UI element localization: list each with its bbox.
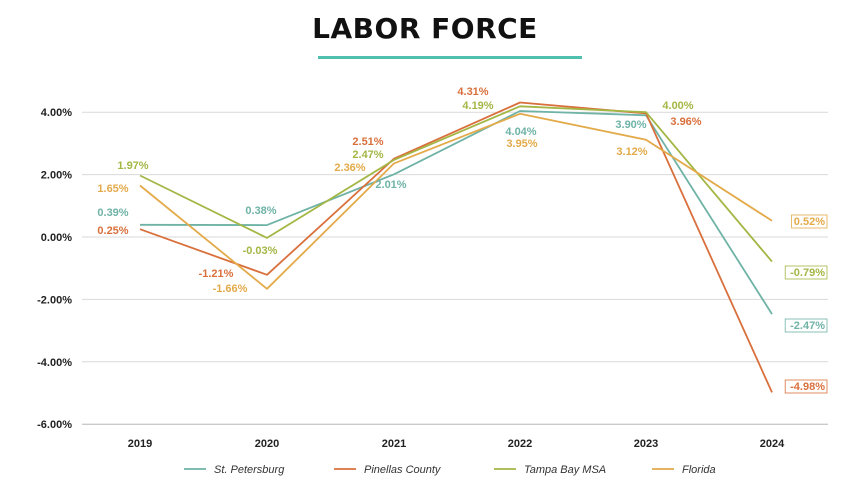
data-label: -0.03%	[243, 245, 278, 257]
series-line-pinellas-county	[139, 101, 773, 393]
data-label: 0.52%	[794, 216, 825, 228]
data-label: -1.66%	[213, 283, 248, 295]
y-tick-label: -2.00%	[37, 294, 72, 306]
data-label: 3.90%	[615, 119, 646, 131]
data-label: 2.36%	[334, 162, 365, 174]
data-label: 3.12%	[616, 146, 647, 158]
y-tick-label: -6.00%	[37, 419, 72, 431]
data-label: 0.39%	[97, 207, 128, 219]
data-label-box	[784, 265, 828, 280]
chart-title: LABOR FORCE	[312, 12, 538, 45]
y-tick-label: 2.00%	[41, 170, 72, 182]
data-label: 1.65%	[97, 183, 128, 195]
legend-label: Pinellas County	[364, 464, 442, 476]
data-label: 0.25%	[97, 225, 128, 237]
data-label: 2.01%	[375, 179, 406, 191]
y-tick-label: 0.00%	[41, 232, 72, 244]
series-line-st-petersburg	[139, 110, 773, 315]
data-label: 4.04%	[505, 126, 536, 138]
data-label: 4.00%	[662, 100, 693, 112]
data-label: -4.98%	[790, 381, 825, 393]
data-label: 2.47%	[352, 149, 383, 161]
data-label-box	[791, 214, 828, 229]
legend-label: Tampa Bay MSA	[524, 464, 606, 476]
legend-label: St. Petersburg	[214, 464, 285, 476]
data-label: 0.38%	[245, 205, 276, 217]
data-label: 4.31%	[457, 86, 488, 98]
data-label: 4.19%	[462, 100, 493, 112]
data-label: -1.21%	[199, 268, 234, 280]
data-label: -0.79%	[790, 267, 825, 279]
data-label: 2.51%	[352, 136, 383, 148]
data-label: 1.97%	[117, 160, 148, 172]
x-tick-label: 2020	[255, 438, 279, 450]
data-label-box	[784, 379, 828, 394]
y-tick-label: -4.00%	[37, 357, 72, 369]
x-tick-label: 2022	[508, 438, 532, 450]
data-label: -2.47%	[790, 320, 825, 332]
data-label: 3.96%	[670, 116, 701, 128]
x-tick-label: 2024	[760, 438, 785, 450]
legend-label: Florida	[682, 464, 716, 476]
data-label-box	[784, 318, 828, 333]
x-tick-label: 2023	[634, 438, 658, 450]
series-line-florida	[139, 112, 773, 290]
y-tick-label: 4.00%	[41, 107, 72, 119]
title-underline	[318, 56, 582, 59]
data-label: 3.95%	[506, 138, 537, 150]
x-tick-label: 2021	[382, 438, 406, 450]
series-line-tampa-bay-msa	[139, 105, 773, 263]
x-tick-label: 2019	[128, 438, 152, 450]
